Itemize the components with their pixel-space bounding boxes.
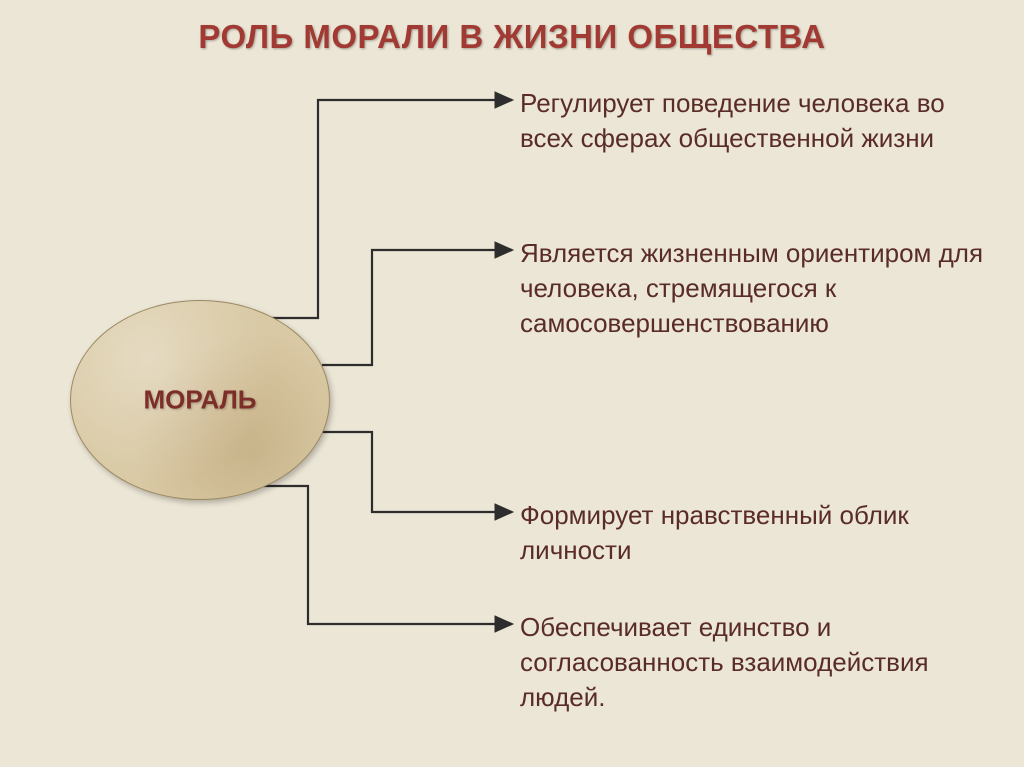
page-title: РОЛЬ МОРАЛИ В ЖИЗНИ ОБЩЕСТВА <box>0 18 1024 56</box>
center-node: МОРАЛЬ <box>70 300 330 500</box>
center-node-label: МОРАЛЬ <box>144 385 257 416</box>
description-1: Регулирует поведение человека во всех сф… <box>520 86 990 156</box>
description-3: Формирует нравственный облик личности <box>520 498 990 568</box>
description-4: Обеспечивает единство и согласованность … <box>520 610 990 715</box>
description-2: Является жизненным ориентиром для челове… <box>520 236 990 341</box>
